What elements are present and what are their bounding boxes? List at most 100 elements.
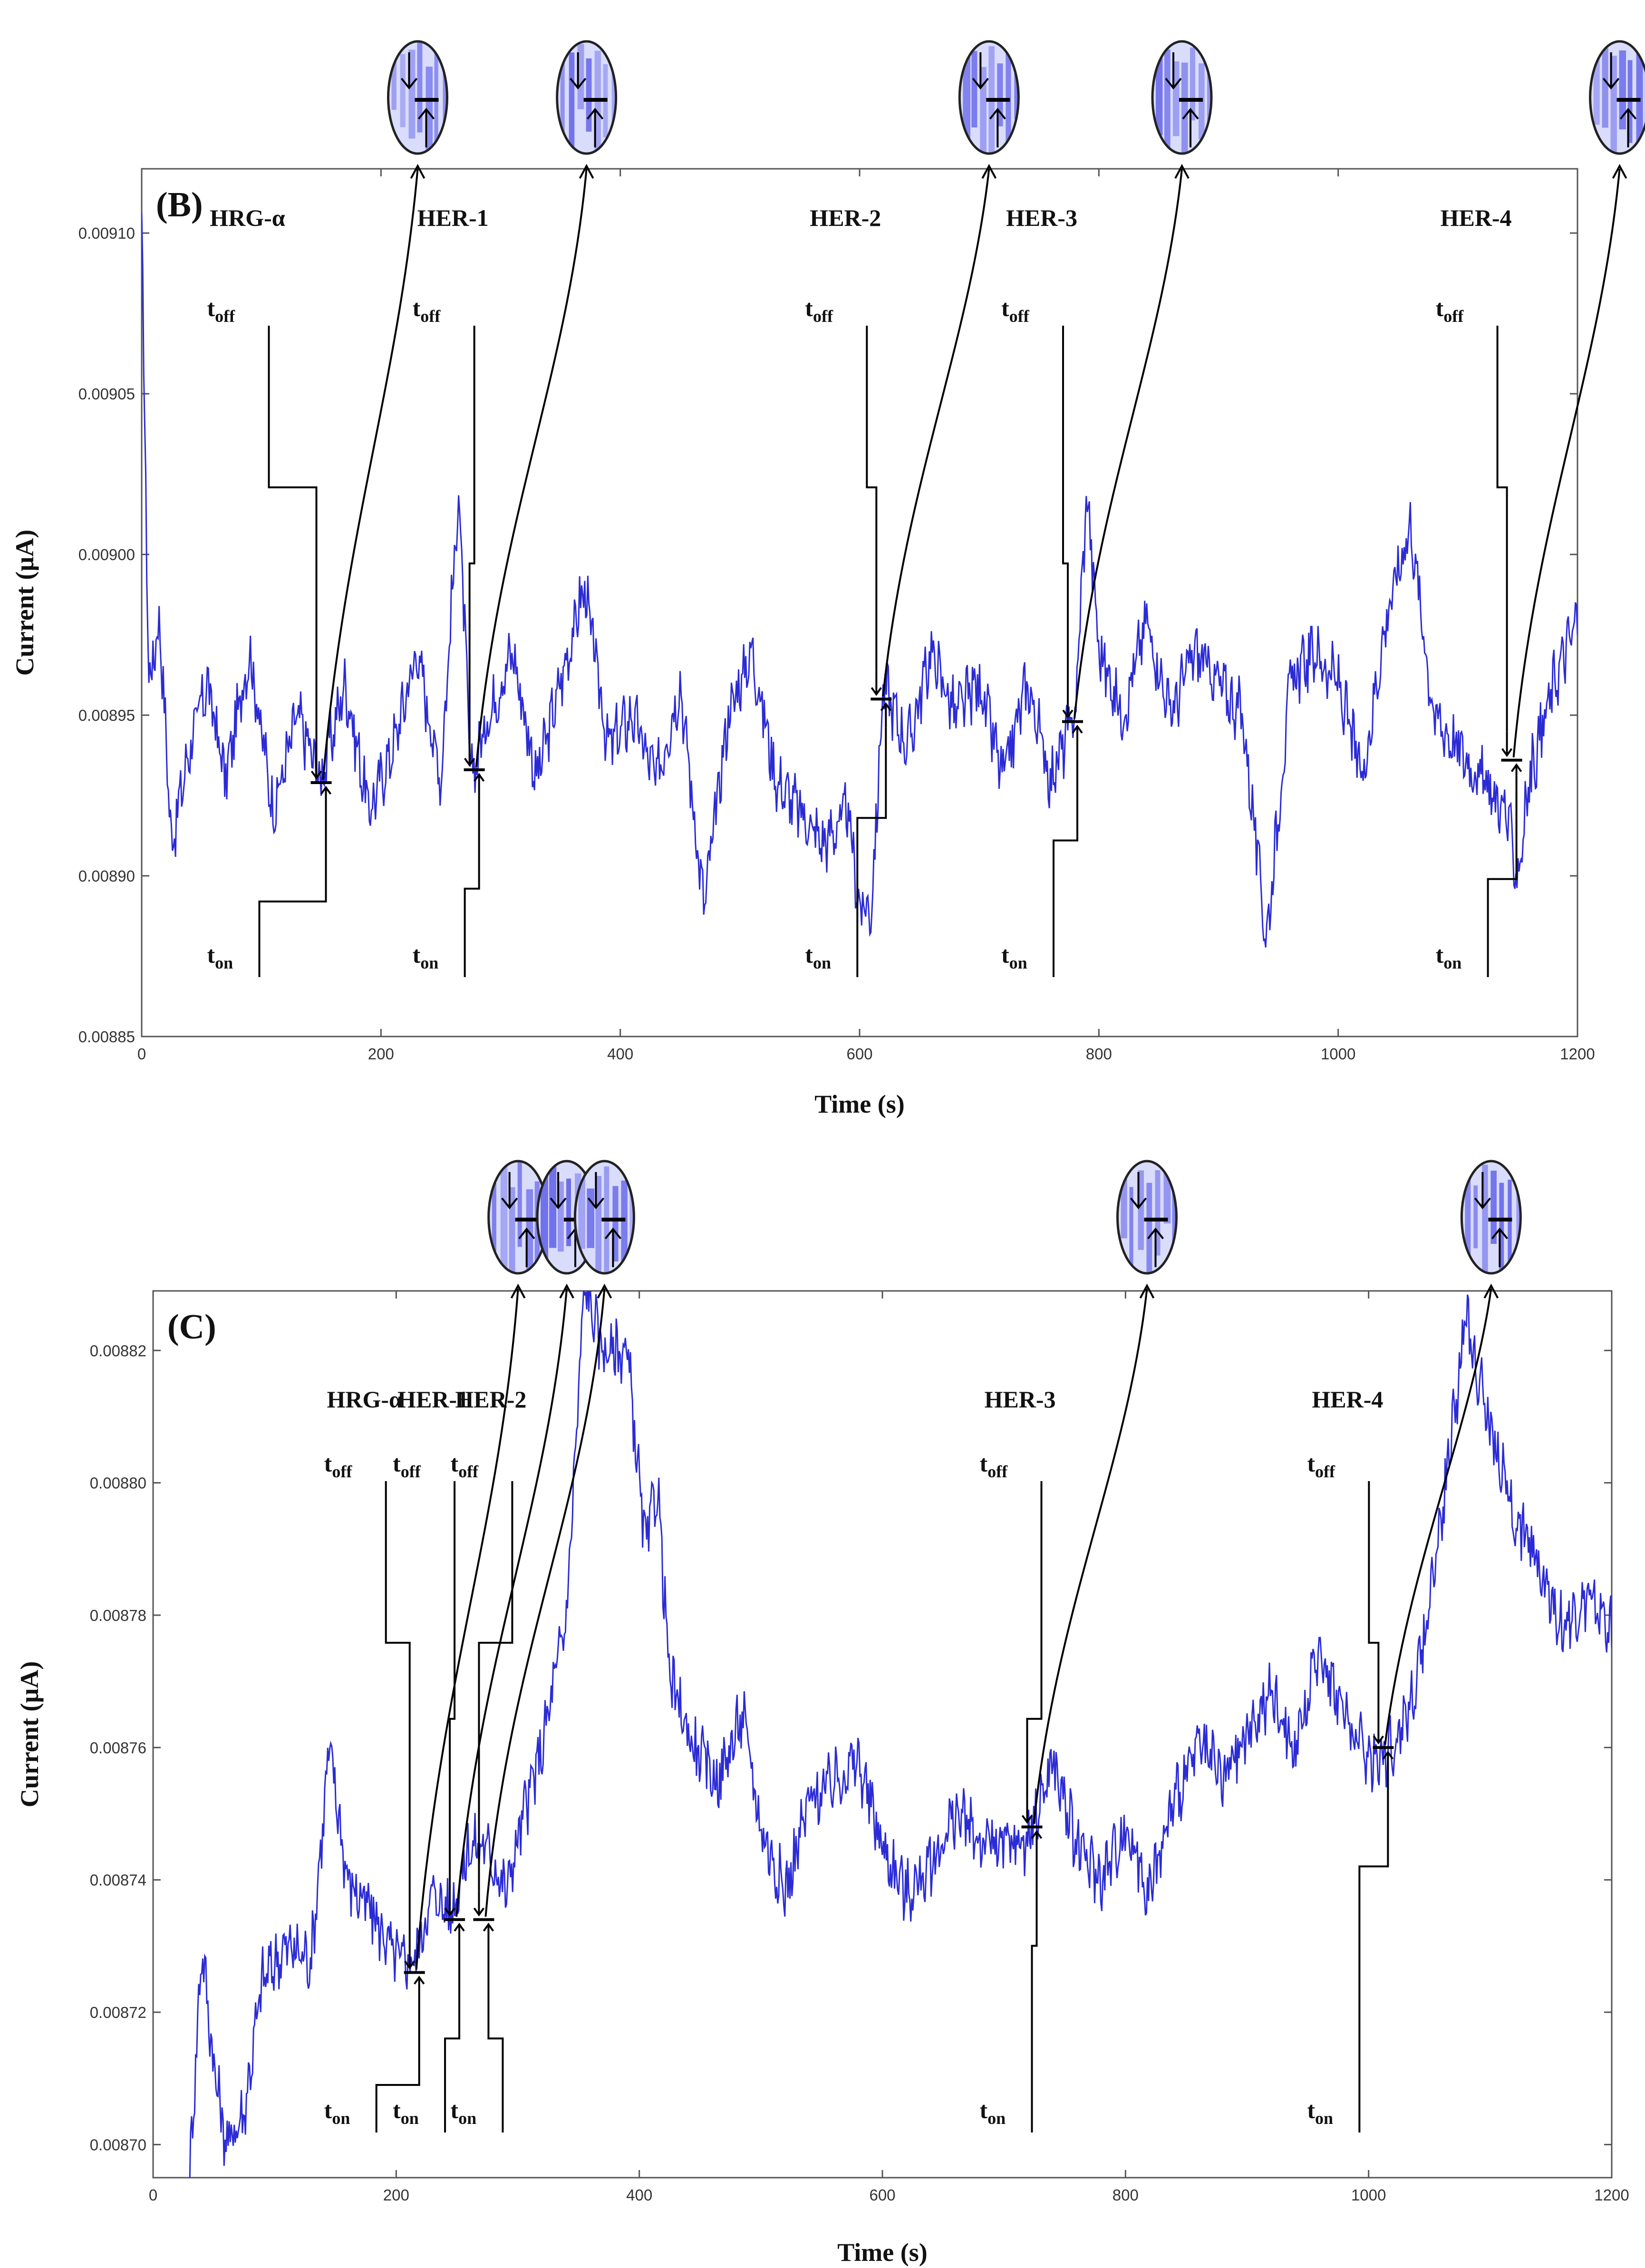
toff-label: toff <box>207 295 236 326</box>
magnified-inset <box>575 1161 634 1273</box>
ton-arrow <box>1382 1750 1393 1776</box>
event-3: HER-3 toff ton <box>979 1160 1178 2132</box>
x-tick-label: 1200 <box>1560 1045 1595 1063</box>
inset-leader-arrowhead <box>559 1283 574 1299</box>
toff-leader <box>1062 326 1069 693</box>
ton-arrow <box>880 702 891 728</box>
event-2: HER-2 toff ton <box>805 40 1020 977</box>
ton-leader <box>1487 788 1518 977</box>
inset-leader-arrowhead <box>1174 164 1190 179</box>
inset-outline <box>1460 1160 1522 1275</box>
panel-label: (B) <box>156 185 203 224</box>
inset-leader-arrowhead <box>1139 1283 1155 1299</box>
toff-label: toff <box>1436 295 1464 326</box>
ton-arrow <box>483 1922 494 1948</box>
inset-leader <box>882 168 990 697</box>
inset-leader-arrowhead <box>510 1283 526 1299</box>
toff-arrow <box>1021 1798 1033 1824</box>
ton-arrow <box>474 773 485 798</box>
event-label: HRG-α <box>210 204 285 231</box>
toff-arrow <box>1501 731 1513 757</box>
inset-leader <box>415 1288 519 1970</box>
toff-leader <box>449 1481 456 1891</box>
event-label: HER-2 <box>810 204 881 231</box>
toff-arrow <box>310 754 322 780</box>
magnified-inset <box>1152 41 1211 154</box>
ton-leader <box>464 798 480 977</box>
ton-label: ton <box>1307 2097 1333 2128</box>
toff-leader <box>1368 1481 1380 1719</box>
inset-leader <box>322 168 419 780</box>
y-tick-label: 0.00910 <box>78 224 135 242</box>
ton-leader <box>375 2001 420 2132</box>
toff-label: toff <box>1307 1450 1335 1481</box>
current-trace <box>189 1291 1612 2178</box>
magnified-inset <box>959 41 1019 154</box>
inset-outline <box>387 40 448 155</box>
inset-outline <box>1589 40 1645 155</box>
y-tick-label: 0.00870 <box>90 2136 146 2153</box>
inset-outline <box>1151 40 1213 155</box>
inset-leader <box>1384 1288 1492 1745</box>
magnified-inset <box>388 41 447 154</box>
ton-leader <box>1052 750 1078 977</box>
toff-leader <box>1496 326 1508 732</box>
toff-label: toff <box>1001 295 1030 326</box>
x-tick-label: 600 <box>846 1045 872 1063</box>
event-label: HER-4 <box>1312 1386 1383 1413</box>
ton-arrow <box>1510 763 1522 789</box>
toff-arrow <box>473 1891 485 1917</box>
toff-label: toff <box>450 1450 479 1481</box>
ton-label: ton <box>805 941 831 972</box>
toff-arrow <box>464 741 475 767</box>
toff-arrow <box>871 670 882 696</box>
toff-leader <box>468 326 475 741</box>
x-tick-label: 600 <box>869 2186 895 2204</box>
inset-leader-arrowhead <box>1612 164 1627 179</box>
event-label: HER-2 <box>455 1386 526 1413</box>
plot-frame <box>152 1290 1613 2179</box>
inset-leader <box>475 168 588 767</box>
y-tick-label: 0.00882 <box>90 1342 146 1359</box>
inset-leader <box>1512 168 1621 757</box>
event-1: HER-1 toff ton <box>393 1160 598 2132</box>
toff-leader <box>1026 1481 1043 1799</box>
y-tick-label: 0.00878 <box>90 1607 146 1624</box>
inset-leader <box>1073 168 1183 719</box>
event-label: HER-1 <box>397 1386 469 1413</box>
x-tick-label: 1000 <box>1351 2186 1386 2204</box>
ton-label: ton <box>324 2097 350 2128</box>
toff-arrow <box>1373 1719 1384 1745</box>
toff-label: toff <box>979 1450 1008 1481</box>
ton-label: ton <box>979 2097 1006 2128</box>
x-tick-label: 800 <box>1113 2186 1139 2204</box>
toff-label: toff <box>805 295 833 326</box>
event-4: HER-4 toff ton <box>1307 1160 1522 2132</box>
event-label: HER-3 <box>984 1386 1055 1413</box>
y-tick-label: 0.00874 <box>90 1871 146 1889</box>
x-tick-label: 400 <box>607 1045 633 1063</box>
y-tick-label: 0.00885 <box>78 1028 135 1046</box>
inset-outline <box>1116 1160 1178 1275</box>
y-axis-title: Current (µA) <box>15 1661 44 1808</box>
ton-label: ton <box>207 941 233 972</box>
ton-label: ton <box>1001 941 1027 972</box>
ton-leader <box>487 1948 504 2132</box>
event-label: HER-1 <box>417 204 489 231</box>
inset-outline <box>556 40 618 155</box>
y-tick-label: 0.00876 <box>90 1739 146 1756</box>
event-4: HER-4 toff ton <box>1436 40 1645 977</box>
ton-leader <box>856 727 887 977</box>
x-tick-label: 200 <box>383 2186 409 2204</box>
inset-outline <box>958 40 1020 155</box>
x-tick-label: 200 <box>368 1045 394 1063</box>
x-tick-label: 1200 <box>1594 2186 1629 2204</box>
inset-leader-arrowhead <box>410 164 426 179</box>
y-tick-label: 0.00890 <box>78 867 135 885</box>
event-label: HER-3 <box>1006 204 1077 231</box>
panel-b: 0 200 400 600 800 1000 1200 0.00885 0.00890 0.008… <box>10 40 1645 1118</box>
ton-arrow <box>320 785 332 812</box>
toff-arrow <box>444 1891 455 1917</box>
inset-leader-arrowhead <box>981 164 997 179</box>
